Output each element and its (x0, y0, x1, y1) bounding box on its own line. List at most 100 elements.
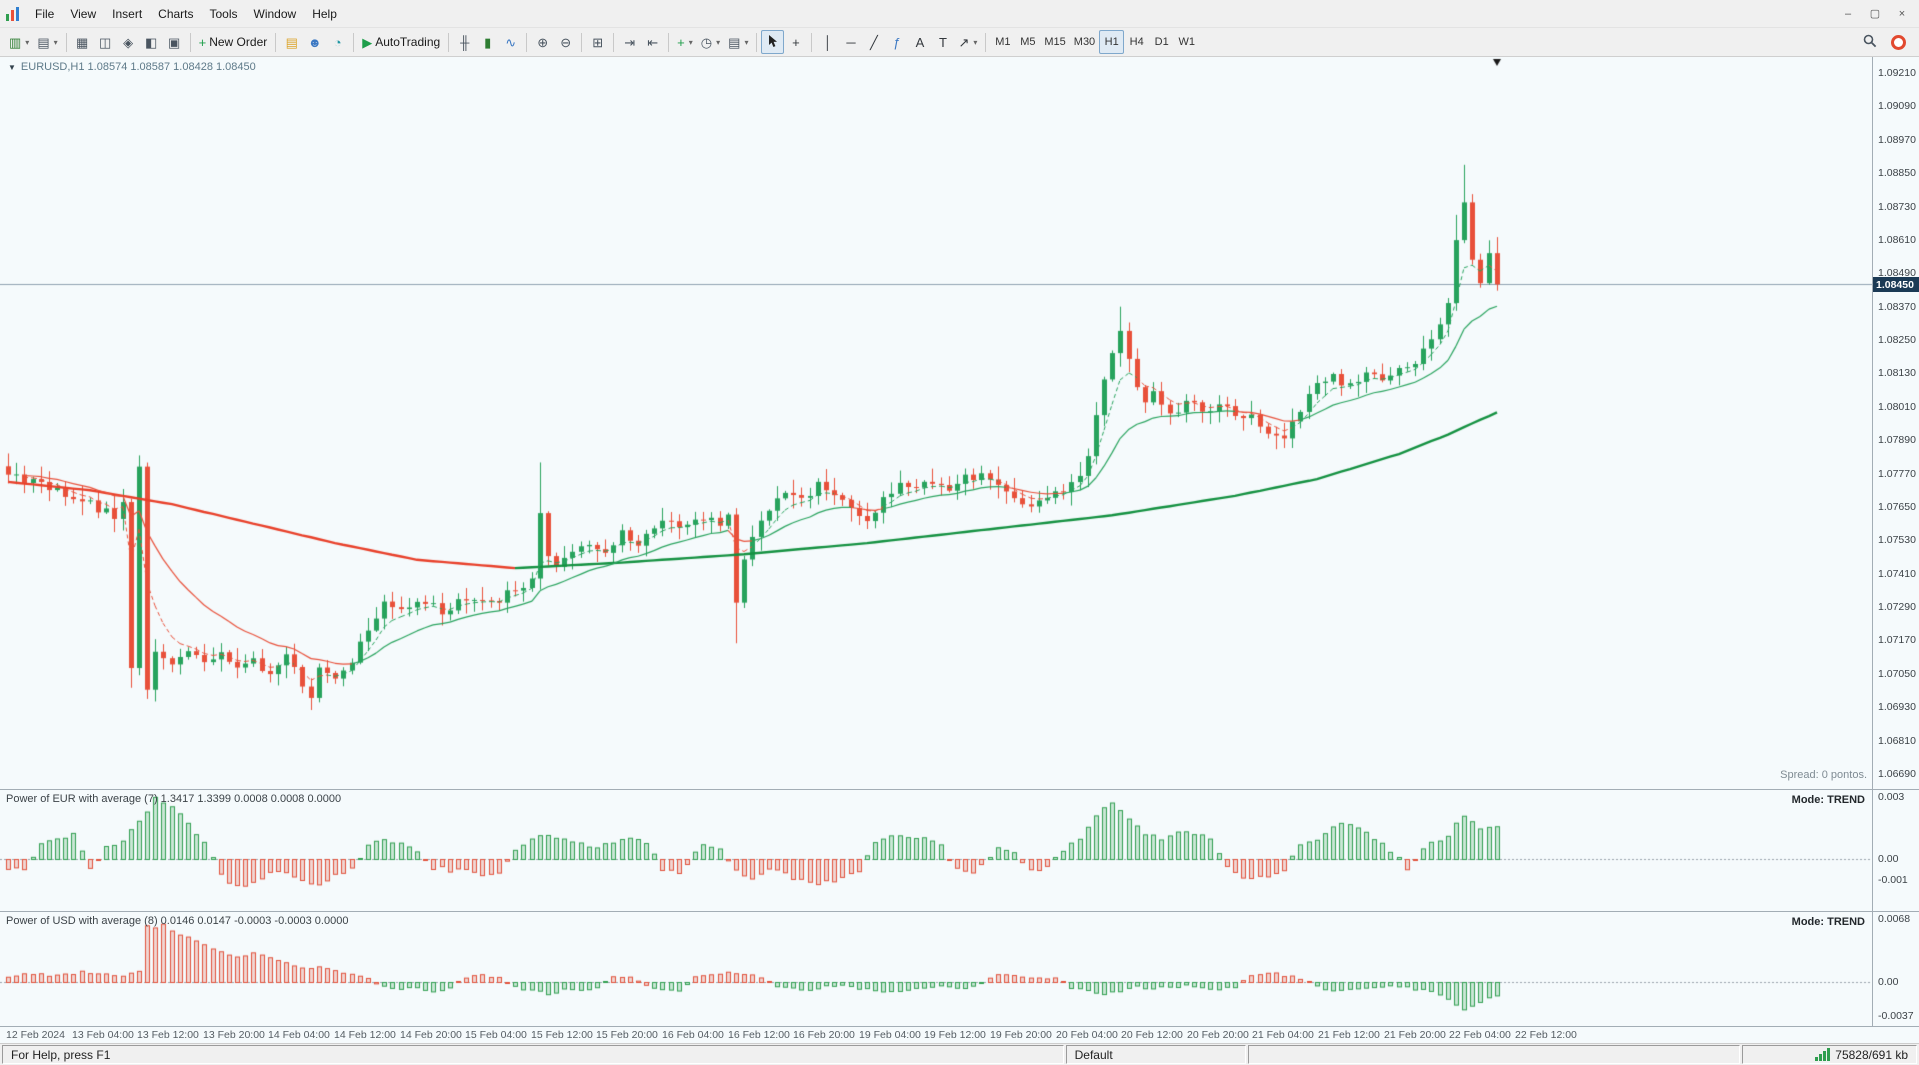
vertical-line-button[interactable]: │ (816, 30, 839, 54)
indicators-icon: + (677, 34, 685, 50)
window-controls: – ▢ × (1836, 5, 1914, 23)
price-chart-canvas[interactable] (0, 57, 1872, 1026)
tf-h1-button[interactable]: H1 (1099, 30, 1125, 54)
time-label: 15 Feb 20:00 (596, 1029, 658, 1041)
chart-shift-button[interactable]: ⇤ (641, 30, 664, 54)
tf-d1-button[interactable]: D1 (1149, 30, 1174, 54)
tf-m15-button[interactable]: M15 (1040, 30, 1069, 54)
toolbar-separator (756, 32, 758, 52)
new-order-icon: + (198, 34, 207, 50)
time-label: 12 Feb 2024 (6, 1029, 65, 1041)
menu-view[interactable]: View (70, 6, 97, 21)
tf-m15-label: M15 (1044, 36, 1066, 48)
menu-window[interactable]: Window (253, 6, 297, 21)
periods-button[interactable]: ◷ ▾ (697, 30, 724, 54)
time-label: 20 Feb 20:00 (1187, 1029, 1249, 1041)
cursor-button[interactable] (761, 30, 785, 54)
chart-workspace: ▼ EURUSD,H1 1.08574 1.08587 1.08428 1.08… (0, 57, 1919, 1043)
data-window-button[interactable]: ◫ (94, 30, 117, 54)
spread-label: Spread: 0 pontos. (1780, 769, 1867, 781)
time-label: 14 Feb 12:00 (334, 1029, 396, 1041)
cursor-icon (767, 34, 779, 50)
text-label-button[interactable]: T (931, 30, 954, 54)
menu-charts[interactable]: Charts (158, 6, 194, 21)
fibonacci-button[interactable]: ƒ (885, 30, 908, 54)
community-icon: ☻ (307, 34, 322, 50)
text-button[interactable]: A (908, 30, 931, 54)
tf-m5-button[interactable]: M5 (1015, 30, 1040, 54)
auto-scroll-button[interactable]: ⇥ (618, 30, 641, 54)
shapes-button[interactable]: ↗ ▾ (954, 30, 981, 54)
price-tick: 1.08010 (1878, 400, 1916, 413)
fibonacci-icon: ƒ (893, 34, 901, 50)
tile-windows-icon: ⊞ (592, 34, 604, 50)
minimize-button[interactable]: – (1836, 5, 1860, 23)
panel1-separator[interactable] (0, 789, 1919, 790)
indicators-button[interactable]: + ▾ (673, 30, 697, 54)
candlestick-type-icon: ▮ (484, 34, 492, 50)
community-button[interactable]: ☻ (303, 30, 326, 54)
status-help-text: For Help, press F1 (2, 1045, 1064, 1064)
price-tick: 1.08850 (1878, 167, 1916, 180)
restore-button[interactable]: ▢ (1863, 5, 1887, 23)
tf-w1-button[interactable]: W1 (1174, 30, 1199, 54)
tf-h4-button[interactable]: H4 (1124, 30, 1149, 54)
line-chart-type-button[interactable]: ∿ (499, 30, 522, 54)
zoom-out-icon: ⊖ (560, 34, 572, 50)
new-chart-button[interactable]: ▥ ▾ (5, 30, 33, 54)
price-tick: 1.07170 (1878, 634, 1916, 647)
metaeditor-button[interactable]: ◔ (326, 30, 349, 54)
text-icon: A (915, 34, 925, 50)
navigator-button[interactable]: ◈ (117, 30, 140, 54)
time-label: 21 Feb 12:00 (1318, 1029, 1380, 1041)
status-profile[interactable]: Default (1065, 1045, 1246, 1064)
horizontal-line-button[interactable]: ─ (839, 30, 862, 54)
price-tick: 1.06690 (1878, 768, 1916, 780)
zoom-out-button[interactable]: ⊖ (554, 30, 577, 54)
crosshair-button[interactable]: + (784, 30, 807, 54)
profiles-icon: ▤ (37, 34, 50, 50)
time-label: 16 Feb 12:00 (728, 1029, 790, 1041)
tf-m1-button[interactable]: M1 (990, 30, 1015, 54)
terminal-button[interactable]: ◧ (140, 30, 163, 54)
templates-button[interactable]: ▤ ▾ (724, 30, 752, 54)
new-order-button[interactable]: + New Order (195, 30, 272, 54)
time-label: 19 Feb 20:00 (990, 1029, 1052, 1041)
restore-icon: ▢ (1869, 8, 1881, 20)
tile-windows-button[interactable]: ⊞ (586, 30, 609, 54)
menu-tools[interactable]: Tools (209, 6, 238, 21)
zoom-in-button[interactable]: ⊕ (531, 30, 554, 54)
menu-file[interactable]: File (35, 6, 55, 21)
collapse-arrow-icon[interactable]: ▼ (8, 62, 16, 72)
tf-m30-button[interactable]: M30 (1070, 30, 1099, 54)
price-tick: 1.08130 (1878, 367, 1916, 380)
toolbar-separator (668, 32, 670, 52)
history-center-button[interactable]: ▤ (280, 30, 303, 54)
profile-avatar-button[interactable] (1887, 30, 1910, 54)
trendline-button[interactable]: ╱ (862, 30, 885, 54)
close-button[interactable]: × (1890, 5, 1914, 23)
autotrading-button[interactable]: ▶ AutoTrading (358, 30, 444, 54)
toolbar-separator (189, 32, 191, 52)
tf-h1-label: H1 (1104, 36, 1119, 48)
market-watch-button[interactable]: ▦ (71, 30, 94, 54)
price-tick: 1.07770 (1878, 467, 1916, 480)
menu-help[interactable]: Help (312, 6, 337, 21)
price-tick: 1.07530 (1878, 534, 1916, 547)
time-label: 22 Feb 12:00 (1515, 1029, 1577, 1041)
toolbar-separator (811, 32, 813, 52)
strategy-tester-button[interactable]: ▣ (163, 30, 186, 54)
status-connection: 75828/691 kb (1742, 1045, 1917, 1064)
candlestick-type-button[interactable]: ▮ (476, 30, 499, 54)
price-tick: 1.09210 (1878, 67, 1916, 79)
menu-insert[interactable]: Insert (112, 6, 143, 21)
search-button[interactable] (1858, 30, 1881, 54)
time-label: 20 Feb 04:00 (1056, 1029, 1118, 1041)
chevron-down-icon: ▾ (744, 37, 749, 47)
panel2-separator[interactable] (0, 911, 1919, 912)
bar-chart-type-button[interactable]: ╫ (453, 30, 476, 54)
panel2-axis-label: 0.00 (1878, 976, 1899, 988)
profiles-button[interactable]: ▤ ▾ (33, 30, 61, 54)
price-tick: 1.07410 (1878, 567, 1916, 580)
auto-scroll-icon: ⇥ (624, 34, 636, 50)
